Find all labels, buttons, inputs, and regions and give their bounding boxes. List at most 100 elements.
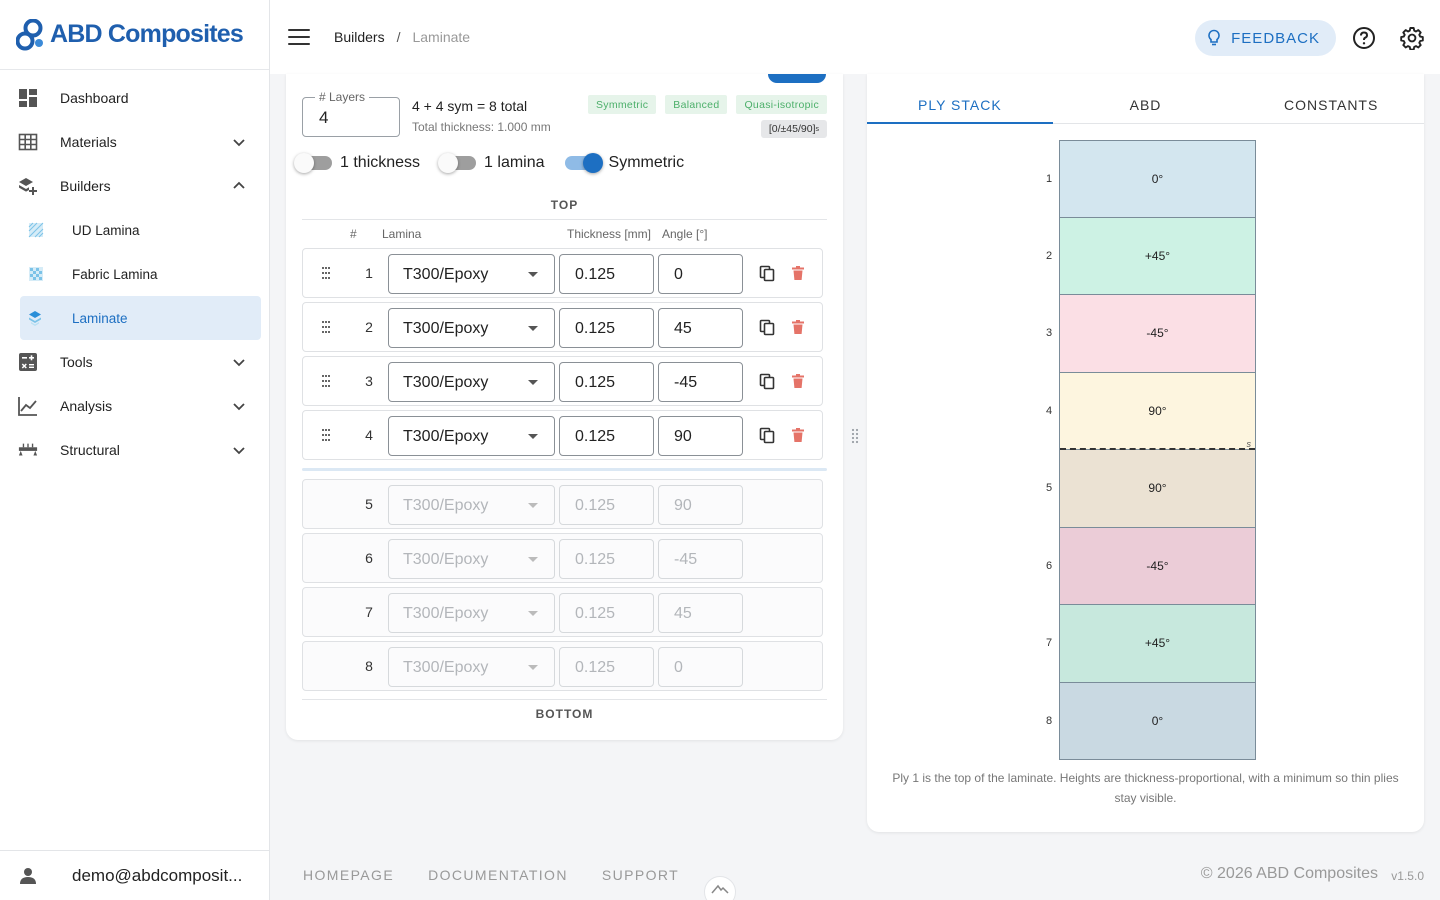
ply-number: 1: [365, 265, 373, 281]
caret-down-icon: [528, 611, 538, 616]
layers-count-label: # Layers: [315, 90, 370, 104]
thickness-input[interactable]: 0.125: [559, 254, 654, 294]
sidebar-item-structural[interactable]: Structural: [0, 428, 269, 472]
footer-link-documentation[interactable]: DOCUMENTATION: [428, 867, 568, 883]
tab-ply-stack[interactable]: PLY STACK: [867, 88, 1053, 124]
sidebar-item-label: Builders: [60, 178, 111, 194]
topbar: Builders / Laminate FEEDBACK: [270, 0, 1440, 74]
layup-toggles: 1 thickness 1 lamina Symmetric: [294, 152, 704, 174]
switch-one-lamina[interactable]: [438, 153, 477, 173]
thickness-input: 0.125: [559, 647, 654, 687]
lamina-select[interactable]: T300/Epoxy: [388, 416, 555, 456]
app-version: v1.5.0: [1391, 869, 1424, 883]
person-icon: [20, 867, 36, 884]
ply-row: 5 T300/Epoxy 0.125 90: [302, 479, 823, 529]
ply-stack-layer: -45° 3: [1046, 295, 1256, 373]
layers-count-field[interactable]: # Layers 4: [302, 90, 400, 137]
angle-input[interactable]: -45: [658, 362, 743, 402]
thickness-input[interactable]: 0.125: [559, 362, 654, 402]
sidebar-subitem-label: Laminate: [72, 310, 128, 326]
delete-icon[interactable]: [792, 266, 804, 285]
gear-icon[interactable]: [1400, 26, 1424, 50]
breadcrumb-builders[interactable]: Builders: [334, 29, 385, 45]
caret-down-icon: [528, 665, 538, 670]
lamina-select[interactable]: T300/Epoxy: [388, 308, 555, 348]
angle-input[interactable]: 90: [658, 416, 743, 456]
toggle-symmetric[interactable]: Symmetric: [564, 153, 685, 173]
sidebar-item-label: Structural: [60, 442, 120, 458]
ply-stack-number: 3: [1046, 327, 1053, 340]
sidebar-subitem-label: UD Lamina: [72, 222, 140, 238]
sidebar-item-analysis[interactable]: Analysis: [0, 384, 269, 428]
copy-icon[interactable]: [759, 427, 775, 449]
mountain-icon[interactable]: [704, 876, 736, 900]
layup-code-subscript: s: [815, 125, 820, 133]
thickness-input[interactable]: 0.125: [559, 416, 654, 456]
angle-input: -45: [658, 539, 743, 579]
lamina-select-value: T300/Epoxy: [403, 497, 489, 514]
brand[interactable]: ABD Composites: [0, 0, 269, 70]
toggle-one-lamina[interactable]: 1 lamina: [438, 153, 545, 173]
lightbulb-icon: [1208, 29, 1220, 46]
ply-stack-angle: +45°: [1144, 636, 1171, 651]
lamina-select[interactable]: T300/Epoxy: [388, 254, 555, 294]
toggle-label: 1 lamina: [484, 154, 545, 171]
angle-input[interactable]: 0: [658, 254, 743, 294]
ply-stack-angle: 0°: [1151, 713, 1164, 728]
ply-stack-number: 2: [1046, 249, 1053, 262]
copy-icon[interactable]: [759, 319, 775, 341]
drag-handle-icon[interactable]: [321, 266, 331, 285]
visualization-card: PLY STACK ABD CONSTANTS 0° 1 +45° 2 -45° 3 90°…: [867, 74, 1424, 832]
sidebar-subitem-ud-lamina[interactable]: UD Lamina: [20, 208, 261, 252]
angle-input: 45: [658, 593, 743, 633]
sidebar-subitem-laminate[interactable]: Laminate: [20, 296, 261, 340]
sidebar-item-dashboard[interactable]: Dashboard: [0, 76, 269, 120]
menu-icon[interactable]: [288, 29, 310, 45]
layup-code: [0/±45/90] s: [760, 120, 827, 138]
ply-stack-layer: -45° 6: [1046, 527, 1256, 605]
tab-constants[interactable]: CONSTANTS: [1284, 97, 1379, 113]
lamina-select-value: T300/Epoxy: [403, 551, 489, 568]
delete-icon[interactable]: [792, 374, 804, 393]
copy-icon[interactable]: [759, 265, 775, 287]
line-chart-icon: [18, 396, 38, 416]
sidebar-subitem-fabric-lamina[interactable]: Fabric Lamina: [20, 252, 261, 296]
drag-handle-icon[interactable]: [321, 374, 331, 393]
lamina-select[interactable]: T300/Epoxy: [388, 362, 555, 402]
switch-symmetric[interactable]: [564, 153, 603, 173]
chevron-down-icon: [233, 403, 245, 411]
delete-icon[interactable]: [792, 320, 804, 339]
ud-lamina-icon: [28, 222, 44, 238]
drag-handle-icon[interactable]: [321, 320, 331, 339]
thickness-input: 0.125: [559, 539, 654, 579]
lamina-select-value: T300/Epoxy: [403, 374, 489, 391]
user-menu[interactable]: demo@abdcomposit...: [0, 850, 269, 900]
sidebar-item-builders[interactable]: Builders: [0, 164, 269, 208]
ply-number: 4: [365, 427, 373, 443]
copy-icon[interactable]: [759, 373, 775, 395]
feedback-button[interactable]: FEEDBACK: [1195, 20, 1336, 56]
angle-input[interactable]: 45: [658, 308, 743, 348]
ply-stack-diagram: 0° 1 +45° 2 -45° 3 90° 4 s 90° 5 -45° 6 +45° 7 0° 8: [1046, 140, 1256, 760]
thickness-input[interactable]: 0.125: [559, 308, 654, 348]
toggle-one-thickness[interactable]: 1 thickness: [294, 153, 420, 173]
laminate-icon: [29, 311, 41, 326]
tab-abd[interactable]: ABD: [1129, 97, 1162, 113]
footer-link-homepage[interactable]: HOMEPAGE: [303, 867, 395, 883]
ply-row: 7 T300/Epoxy 0.125 45: [302, 587, 823, 637]
breadcrumb-separator: /: [396, 29, 401, 45]
toggle-label: Symmetric: [608, 154, 685, 171]
sidebar-item-tools[interactable]: Tools: [0, 340, 269, 384]
sidebar-item-materials[interactable]: Materials: [0, 120, 269, 164]
switch-one-thickness[interactable]: [294, 153, 332, 173]
delete-icon[interactable]: [792, 428, 804, 447]
help-icon[interactable]: [1352, 26, 1376, 50]
midplane-mark: s: [1246, 439, 1252, 449]
footer-link-support[interactable]: SUPPORT: [601, 867, 680, 883]
breadcrumb: Builders / Laminate: [334, 29, 470, 45]
lamina-select: T300/Epoxy: [388, 593, 555, 633]
drag-handle-icon[interactable]: [851, 428, 859, 444]
drag-handle-icon[interactable]: [321, 428, 331, 447]
save-button[interactable]: [768, 74, 826, 83]
footer: HOMEPAGE DOCUMENTATION SUPPORT © 2026 AB…: [270, 848, 1440, 900]
